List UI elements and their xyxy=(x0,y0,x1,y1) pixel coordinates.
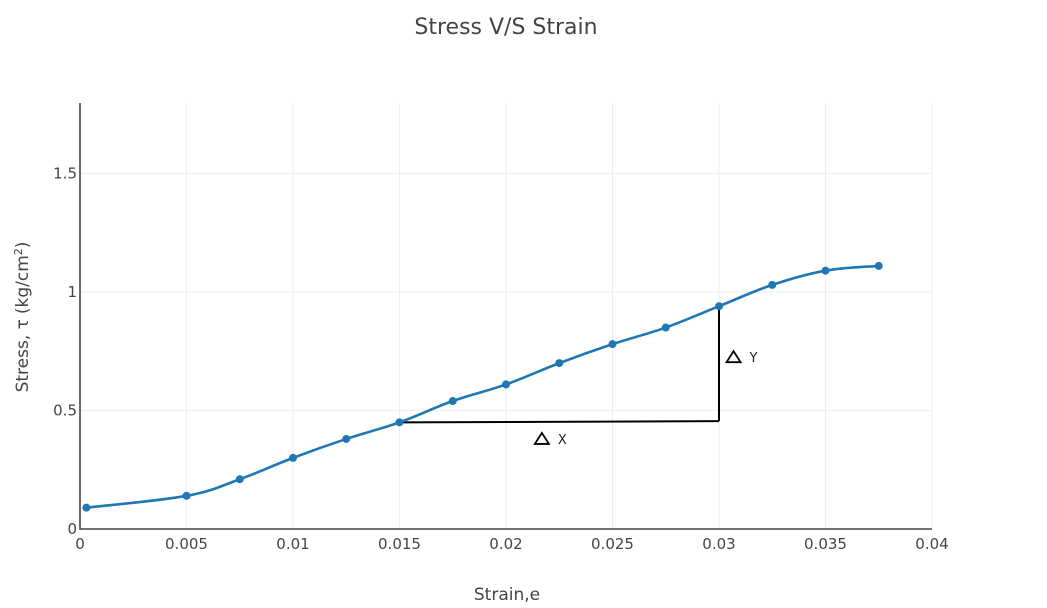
y-tick-label: 0.5 xyxy=(53,402,77,420)
data-point xyxy=(235,475,244,484)
series-layer xyxy=(82,261,883,512)
data-point xyxy=(448,397,457,406)
x-tick-label: 0.03 xyxy=(702,535,735,553)
x-tick-label: 0 xyxy=(75,535,85,553)
x-tick-label: 0.005 xyxy=(165,535,208,553)
delta-x-label: X xyxy=(558,433,567,448)
x-tick-label: 0.01 xyxy=(276,535,309,553)
data-point xyxy=(821,266,830,275)
data-point xyxy=(661,323,670,332)
y-axis-title-unit-exponent: 2 xyxy=(12,248,25,255)
y-tick-label: 0 xyxy=(67,520,77,538)
data-point xyxy=(342,434,351,443)
data-point xyxy=(182,491,191,500)
data-point xyxy=(555,359,564,368)
data-point xyxy=(289,453,297,462)
delta-triangle-icon xyxy=(724,349,743,364)
series-line xyxy=(86,264,879,509)
x-tick-label: 0.015 xyxy=(378,535,421,553)
delta-triangle-icon xyxy=(533,431,551,445)
x-tick-label: 0.035 xyxy=(804,535,847,553)
data-point xyxy=(502,380,510,389)
y-axis-title-symbol: τ xyxy=(13,319,33,329)
annotation-layer: XY xyxy=(399,306,758,448)
data-point xyxy=(715,302,723,311)
x-tick-label: 0.025 xyxy=(591,535,634,553)
axes-layer xyxy=(79,103,932,530)
data-point xyxy=(874,261,883,270)
y-axis-title-text: Stress, xyxy=(13,329,33,392)
x-axis-title: Strain,e xyxy=(474,585,540,603)
y-axis-title-unit: (kg/cm xyxy=(13,255,33,314)
x-tick-label: 0.02 xyxy=(489,535,522,553)
delta-x-line xyxy=(399,420,720,424)
grid-layer xyxy=(80,103,933,529)
x-tick-label: 0.04 xyxy=(915,535,948,553)
data-point xyxy=(768,280,777,289)
data-point xyxy=(608,340,617,349)
delta-y-label: Y xyxy=(749,351,758,366)
chart-title: Stress V/S Strain xyxy=(414,15,597,40)
y-tick-label: 1 xyxy=(67,283,77,301)
y-axis-title: Stress, τ (kg/cm2) xyxy=(12,242,33,393)
data-point xyxy=(395,418,404,427)
y-tick-label: 1.5 xyxy=(53,165,77,183)
data-point xyxy=(82,503,91,512)
y-axis-title-unit-close: ) xyxy=(13,242,33,249)
labels-layer: 0 0.005 0.01 0.015 0.02 0.025 0.03 0.035 0.04 0 0.… xyxy=(53,165,949,554)
